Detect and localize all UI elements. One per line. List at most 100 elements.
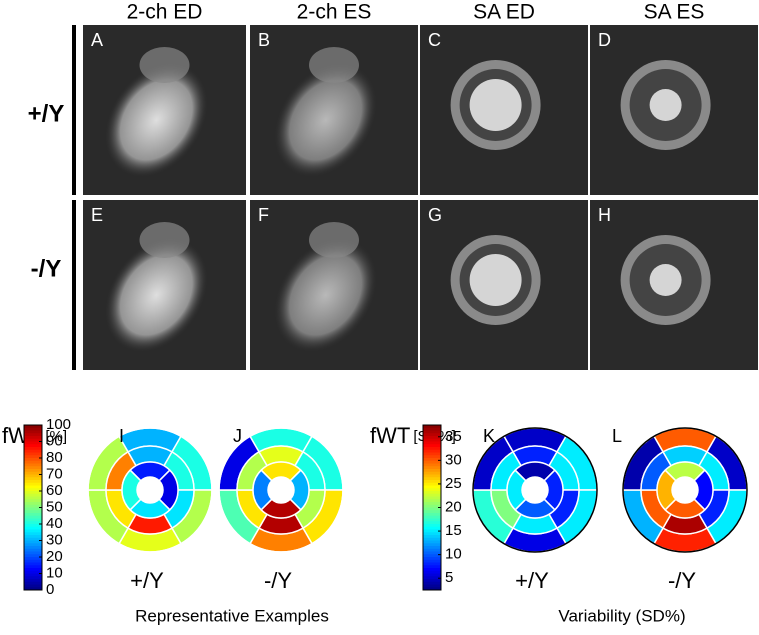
- cavity: [469, 254, 522, 306]
- tick-label: 10: [46, 564, 63, 581]
- colorbar-step: [24, 548, 42, 552]
- colorbar-step: [24, 460, 42, 464]
- colorbar-step: [423, 532, 441, 536]
- bullseye-segment: [121, 469, 142, 511]
- colorbar-step: [24, 507, 42, 511]
- panel-letter: E: [91, 205, 103, 225]
- colorbar-step: [24, 455, 42, 459]
- colorbar-step: [423, 526, 441, 530]
- tick-label: 50: [46, 498, 63, 515]
- colorbar-step: [24, 565, 42, 569]
- panel-letter: C: [428, 30, 441, 50]
- panel-letter: F: [258, 205, 269, 225]
- panel-letter: B: [258, 30, 270, 50]
- colorbar-step: [423, 573, 441, 577]
- colorbar-step: [423, 436, 441, 440]
- colorbar-step: [24, 438, 42, 442]
- colorbar-step: [423, 460, 441, 464]
- colorbar-step: [24, 444, 42, 448]
- scale-title: fWT[SD%]: [370, 423, 456, 448]
- tick-label: 80: [46, 449, 63, 466]
- colorbar-step: [24, 477, 42, 481]
- colorbar-step: [423, 521, 441, 525]
- colorbar-step: [24, 502, 42, 506]
- colorbar-step: [24, 485, 42, 489]
- colorbar-step: [423, 548, 441, 552]
- colorbar-step: [423, 430, 441, 434]
- panel-letter: A: [91, 30, 103, 50]
- tick-label: 90: [46, 432, 63, 449]
- colorbar-step: [423, 463, 441, 467]
- tick-label: 30: [445, 451, 462, 468]
- tick-label: 40: [46, 515, 63, 532]
- colorbar-step: [24, 570, 42, 574]
- colorbar-step: [24, 496, 42, 500]
- bullseye-outline: [622, 427, 748, 553]
- panel-letter: J: [233, 426, 242, 446]
- colorbar-step: [423, 535, 441, 539]
- colorbar-step: [423, 513, 441, 517]
- colorbar-step: [423, 488, 441, 492]
- colorbar-step: [24, 554, 42, 558]
- tick-label: 25: [445, 475, 462, 492]
- column-header: 2-ch ED: [127, 1, 203, 24]
- colorbar-step: [24, 449, 42, 453]
- colorbar-step: [423, 449, 441, 453]
- row-bar: [72, 25, 76, 195]
- colorbar-step: [423, 466, 441, 470]
- colorbar-step: [423, 504, 441, 508]
- vessel-shape: [139, 47, 190, 83]
- colorbar-step: [423, 554, 441, 558]
- bullseye-outline: [87, 427, 213, 553]
- colorbar-step: [423, 425, 441, 429]
- colorbar-step: [24, 427, 42, 431]
- colorbar-step: [24, 524, 42, 528]
- tick-label: 20: [46, 548, 63, 565]
- tick-label: 100: [46, 416, 71, 433]
- cavity: [469, 79, 522, 131]
- colorbar-step: [423, 444, 441, 448]
- colorbar-step: [24, 546, 42, 550]
- colorbar-step: [24, 576, 42, 580]
- colorbar-step: [423, 576, 441, 580]
- colorbar-step: [423, 510, 441, 514]
- bullseye-segment: [506, 469, 527, 511]
- colorbar-step: [24, 458, 42, 462]
- colorbar-step: [423, 474, 441, 478]
- bullseye-label: -/Y: [264, 568, 292, 593]
- colorbar-step: [423, 529, 441, 533]
- colorbar-step: [423, 455, 441, 459]
- colorbar-step: [423, 471, 441, 475]
- colorbar-step: [423, 543, 441, 547]
- panel-letter: K: [483, 426, 495, 446]
- colorbar-step: [24, 557, 42, 561]
- vessel-shape: [309, 222, 359, 258]
- tick-label: 30: [46, 531, 63, 548]
- tick-label: 10: [445, 546, 462, 563]
- bullseye-label: -/Y: [668, 568, 696, 593]
- colorbar-step: [24, 581, 42, 585]
- tick-label: 60: [46, 482, 63, 499]
- colorbar-step: [423, 579, 441, 583]
- bullseye-outline: [218, 427, 344, 553]
- colorbar-step: [423, 452, 441, 456]
- colorbar-step: [24, 433, 42, 437]
- cavity: [649, 89, 682, 121]
- tick-label: 35: [445, 428, 462, 445]
- colorbar-step: [423, 537, 441, 541]
- colorbar-step: [423, 447, 441, 451]
- colorbar-step: [24, 466, 42, 470]
- colorbar-step: [24, 471, 42, 475]
- colorbar-step: [24, 518, 42, 522]
- colorbar-step: [24, 573, 42, 577]
- colorbar-step: [423, 565, 441, 569]
- colorbar-step: [24, 551, 42, 555]
- tick-label: 0: [46, 581, 54, 598]
- panel-letter: L: [612, 426, 622, 446]
- colorbar-step: [24, 529, 42, 533]
- colorbar-step: [423, 458, 441, 462]
- colorbar-step: [24, 535, 42, 539]
- colorbar-step: [423, 568, 441, 572]
- bullseye-segment: [656, 469, 677, 511]
